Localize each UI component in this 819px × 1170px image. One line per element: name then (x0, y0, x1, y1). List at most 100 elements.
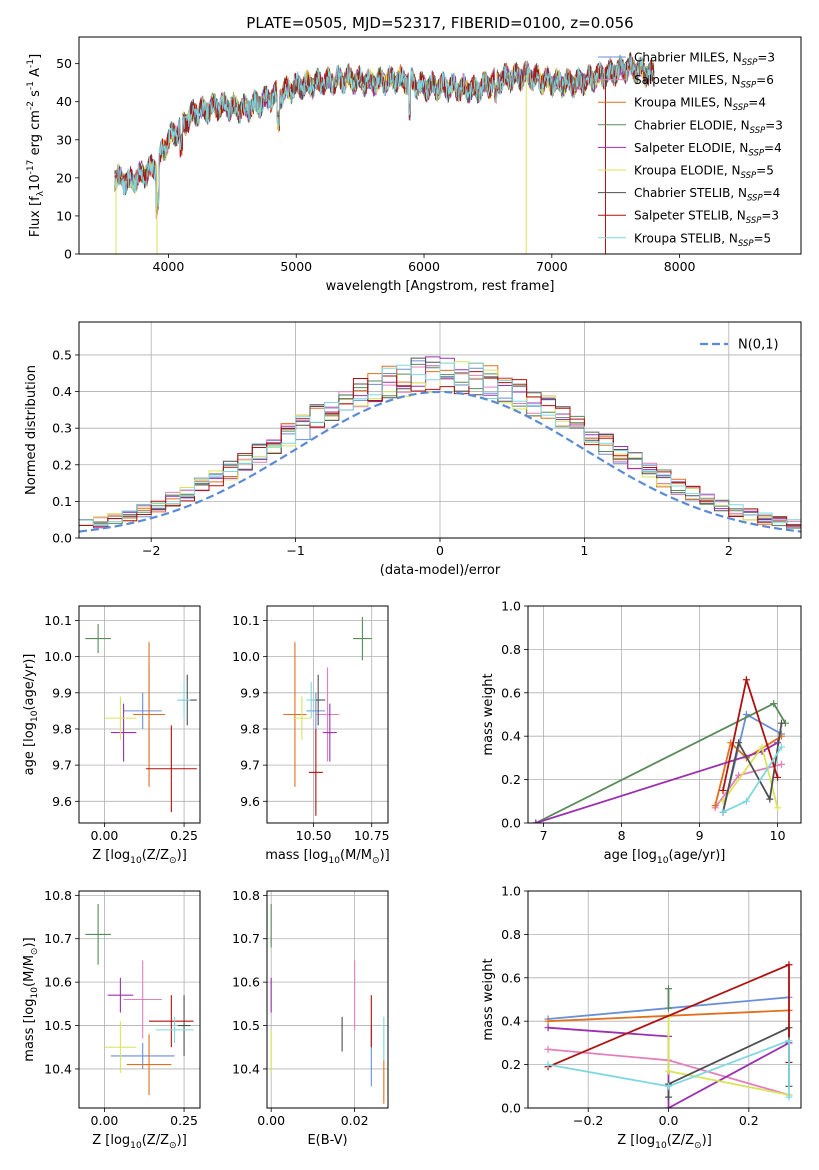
weight-marker (778, 760, 785, 768)
x-tick-label: 8 (618, 828, 626, 843)
y-tick-label: 9.9 (240, 685, 260, 700)
x-tick-label: 0.25 (170, 1113, 198, 1128)
y-tick-label: 1.0 (501, 599, 521, 614)
y-tick-label: 0.0 (501, 1101, 521, 1116)
y-tick-label: 9.6 (52, 794, 72, 809)
y-axis-label: age [log10​(age/yr)] (22, 654, 40, 776)
weight-marker (665, 985, 673, 993)
weight-marker (665, 1067, 673, 1075)
y-axis-label: mass weight (481, 958, 496, 1040)
errorbar-kroupa-stelib (155, 1016, 194, 1043)
weight-marker (711, 802, 719, 810)
x-axis-label: wavelength [Angstrom, rest frame] (326, 279, 555, 294)
y-tick-label: 9.9 (52, 685, 72, 700)
spectrum-line-salpeter-stelib (114, 51, 655, 217)
legend-label-salpeter-elodie: Salpeter ELODIE, NSSP=4 (634, 141, 782, 159)
spectrum-line-kroupa-stelib (114, 54, 655, 211)
axes-frame (78, 321, 802, 539)
axes-age_vs_mass: 10.50 10.75 9.6 9.7 9.8 9.9 10.0 10.1 mass [log1… (232, 605, 390, 866)
weight-line-salpeter-elodie (535, 741, 779, 823)
weight-marker (665, 1004, 673, 1012)
axes-weight_vs_Z: −0.2 0.0 0.2 0.0 0.2 0.4 0.6 0.8 1.0 Z [log10​(Z/… (481, 884, 802, 1151)
y-tick-label: 0.1 (52, 494, 72, 509)
axes-residuals: −2 −1 0 1 2 0.0 0.1 0.2 0.3 0.4 0.5 (data-model)/er… (24, 321, 802, 578)
errorbar-kroupa-stelib (306, 681, 316, 719)
y-tick-label: 10.0 (44, 649, 72, 664)
x-axis-label: (data-model)/error (380, 563, 501, 578)
errorbar-chabrier-elodie (353, 616, 372, 661)
weight-marker (758, 743, 766, 751)
y-tick-label: 0.8 (501, 642, 521, 657)
legend-label-kroupa-stelib: Kroupa STELIB, NSSP=5 (634, 231, 771, 249)
axes-age_vs_Z: 0.00 0.25 9.6 9.7 9.8 9.9 10.0 10.1 Z [log10​(Z/… (22, 605, 201, 866)
weight-marker (532, 819, 540, 823)
y-tick-label: 10.6 (232, 975, 260, 990)
x-tick-label: 7000 (536, 259, 568, 274)
errorbar-salpeter-stelib (149, 995, 194, 1048)
weight-marker (785, 1037, 793, 1045)
errorbar-chabrier-stelib (177, 995, 191, 1056)
y-tick-label: 9.8 (240, 721, 260, 736)
x-tick-label: 10.75 (354, 828, 390, 843)
x-tick-label: 0.02 (341, 1113, 369, 1128)
y-tick-label: 9.6 (240, 794, 260, 809)
x-axis-label: mass [log10​(M/M⊙​)] (265, 848, 389, 866)
x-tick-label: 9 (696, 828, 704, 843)
errorbar-kroupa-stelib (177, 681, 191, 719)
y-tick-label: 10.8 (232, 888, 260, 903)
y-tick-label: 30 (56, 132, 72, 147)
x-tick-label: −1 (286, 543, 304, 558)
x-axis-label: Z [log10​(Z/Z⊙​)] (617, 1133, 712, 1151)
errorbar-salpeter-elodie (110, 703, 137, 762)
legend-label-kroupa-miles: Kroupa MILES, NSSP=4 (634, 96, 766, 114)
weight-marker (785, 961, 793, 969)
x-tick-label: 7 (540, 828, 548, 843)
y-tick-label: 10.5 (44, 1018, 72, 1033)
y-axis-label: Normed distribution (24, 365, 39, 495)
y-tick-label: 0.0 (52, 531, 72, 546)
y-tick-label: 10.4 (232, 1061, 260, 1076)
y-tick-label: 0.6 (501, 685, 521, 700)
errorbar-kroupa-miles (133, 642, 165, 787)
errorbar-salpeter-miles (315, 667, 340, 762)
plot-area-age_vs_mass (283, 616, 372, 816)
legend-label-salpeter-miles: Salpeter MILES, NSSP=6 (634, 73, 774, 91)
errorbar-salpeter-elodie (107, 977, 134, 1013)
errorbar-salpeter-miles (123, 960, 162, 1039)
x-tick-label: 4000 (153, 259, 185, 274)
y-tick-label: 10.1 (232, 613, 260, 628)
y-tick-label: 9.7 (240, 758, 260, 773)
x-axis-label: age [log10​(age/yr)] (604, 848, 726, 866)
y-tick-label: 0.0 (501, 816, 521, 831)
y-tick-label: 10.5 (232, 1018, 260, 1033)
y-tick-label: 10.7 (232, 931, 260, 946)
y-tick-label: 10.8 (44, 888, 72, 903)
legend-label-chabrier-elodie: Chabrier ELODIE, NSSP=3 (634, 118, 783, 136)
weight-marker (778, 719, 785, 727)
errorbar-kroupa-elodie (104, 1021, 137, 1074)
weight-line-chabrier-stelib (667, 1026, 790, 1098)
x-tick-label: −0.2 (573, 1113, 603, 1128)
weight-line-chabrier-stelib (722, 723, 783, 813)
spectrum-legend: Chabrier MILES, NSSP=3 Salpeter MILES, NS… (598, 51, 783, 249)
errorbar-chabrier-miles (123, 692, 162, 729)
x-tick-label: 0.00 (91, 1113, 119, 1128)
weight-marker (665, 1104, 673, 1108)
x-axis-label: Z [log10​(Z/Z⊙​)] (92, 1133, 187, 1151)
axes-frame (78, 890, 201, 1109)
errorbar-kroupa-miles (126, 1034, 172, 1095)
x-tick-label: 0.0 (659, 1113, 679, 1128)
weight-marker (774, 773, 782, 781)
spectrum-line-kroupa-elodie (114, 56, 655, 216)
errorbar-kroupa-elodie (292, 696, 312, 740)
y-tick-label: 10 (56, 208, 72, 223)
errorbar-salpeter-stelib (308, 728, 323, 816)
axes-mass_vs_EBV: 0.00 0.02 10.4 10.5 10.6 10.7 10.8 E(B-V) (232, 888, 389, 1148)
weight-marker (770, 700, 778, 708)
y-axis-label: Flux [fλ​10-17​ erg cm-2​ s-1​ A-1​] (26, 54, 46, 237)
plot-area-age_vs_Z (85, 624, 197, 813)
y-axis-label: mass weight (481, 673, 496, 755)
plot-area-spectrum (114, 51, 655, 254)
x-tick-label: 0.00 (91, 828, 119, 843)
